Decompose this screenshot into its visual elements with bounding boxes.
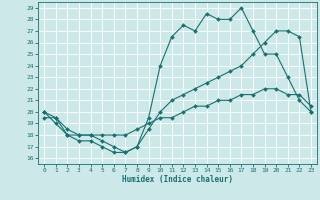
X-axis label: Humidex (Indice chaleur): Humidex (Indice chaleur) [122, 175, 233, 184]
